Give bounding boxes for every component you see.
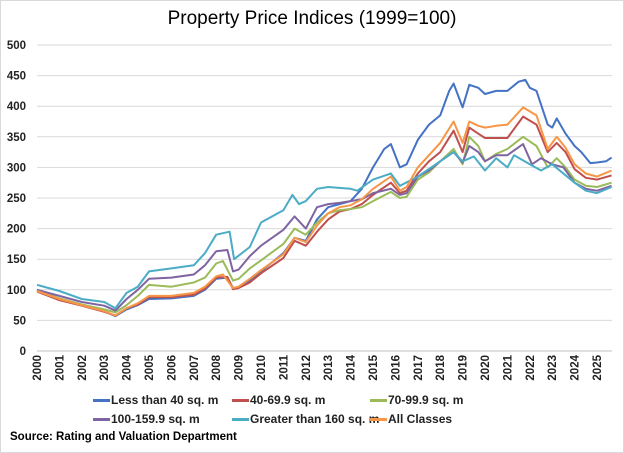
x-tick-label: 2016 xyxy=(390,355,402,381)
legend-item: Less than 40 sq. m xyxy=(93,393,218,407)
series-line-5 xyxy=(36,106,612,317)
legend-label: 100-159.9 sq. m xyxy=(111,412,200,426)
legend-label: 70-99.9 sq. m xyxy=(388,393,464,407)
x-tick-label: 2001 xyxy=(54,354,66,380)
x-tick-label: 2018 xyxy=(435,354,447,380)
x-tick-label: 2006 xyxy=(166,355,178,381)
legend-swatch xyxy=(93,417,110,421)
y-tick-label: 350 xyxy=(7,132,26,144)
series-line-2 xyxy=(36,135,612,314)
x-tick-label: 2023 xyxy=(547,355,559,381)
legend-swatch xyxy=(93,398,110,402)
series-line-3 xyxy=(36,143,612,312)
source-note: Source: Rating and Valuation Department xyxy=(10,431,237,443)
x-tick-label: 2011 xyxy=(278,354,290,380)
x-tick-label: 2008 xyxy=(211,354,223,380)
legend-swatch xyxy=(232,417,249,421)
y-tick-label: 100 xyxy=(7,285,26,297)
x-tick-label: 2022 xyxy=(525,355,537,381)
x-tick-label: 2004 xyxy=(122,354,134,380)
x-tick-label: 2020 xyxy=(480,355,492,381)
y-tick-label: 250 xyxy=(7,193,26,205)
x-tick-label: 2013 xyxy=(323,355,335,381)
x-tick-label: 2007 xyxy=(189,355,201,381)
y-tick-label: 300 xyxy=(7,162,26,174)
x-tick-label: 2002 xyxy=(77,355,89,381)
legend-label: Greater than 160 sq. m xyxy=(250,412,380,426)
legend-label: 40-69.9 sq. m xyxy=(250,393,326,407)
y-tick-label: 0 xyxy=(20,346,26,358)
x-tick-label: 2024 xyxy=(570,354,582,380)
x-tick-label: 2017 xyxy=(413,355,425,381)
x-tick-label: 2015 xyxy=(368,354,380,380)
x-tick-label: 2014 xyxy=(346,354,358,380)
legend-swatch xyxy=(370,417,387,421)
legend-item: 70-99.9 sq. m xyxy=(370,393,463,407)
y-tick-label: 450 xyxy=(7,71,26,83)
legend-swatch xyxy=(370,398,387,402)
x-tick-label: 2012 xyxy=(301,355,313,381)
y-tick-label: 50 xyxy=(13,315,26,327)
y-tick-label: 200 xyxy=(7,224,26,236)
series-line-4 xyxy=(36,151,612,310)
x-tick-label: 2019 xyxy=(458,355,470,381)
chart-title: Property Price Indices (1999=100) xyxy=(167,8,457,29)
series-line-0 xyxy=(36,78,613,318)
x-tick-label: 2000 xyxy=(32,355,44,381)
legend-swatch xyxy=(232,398,249,402)
x-tick-label: 2025 xyxy=(592,354,604,380)
legend-item: All Classes xyxy=(370,412,452,426)
x-tick-label: 2009 xyxy=(234,355,246,381)
y-tick-label: 500 xyxy=(7,40,26,52)
x-tick-label: 2021 xyxy=(502,354,514,380)
y-tick-label: 400 xyxy=(7,101,26,113)
x-tick-label: 2010 xyxy=(256,355,268,381)
legend-item: 100-159.9 sq. m xyxy=(93,412,200,426)
series-line-1 xyxy=(36,115,612,317)
y-tick-label: 150 xyxy=(7,254,26,266)
legend-label: All Classes xyxy=(388,412,453,426)
legend-label: Less than 40 sq. m xyxy=(111,393,219,407)
legend-item: Greater than 160 sq. m xyxy=(232,412,379,426)
legend-item: 40-69.9 sq. m xyxy=(232,393,325,407)
x-tick-label: 2003 xyxy=(99,355,111,381)
x-tick-label: 2005 xyxy=(144,354,156,380)
